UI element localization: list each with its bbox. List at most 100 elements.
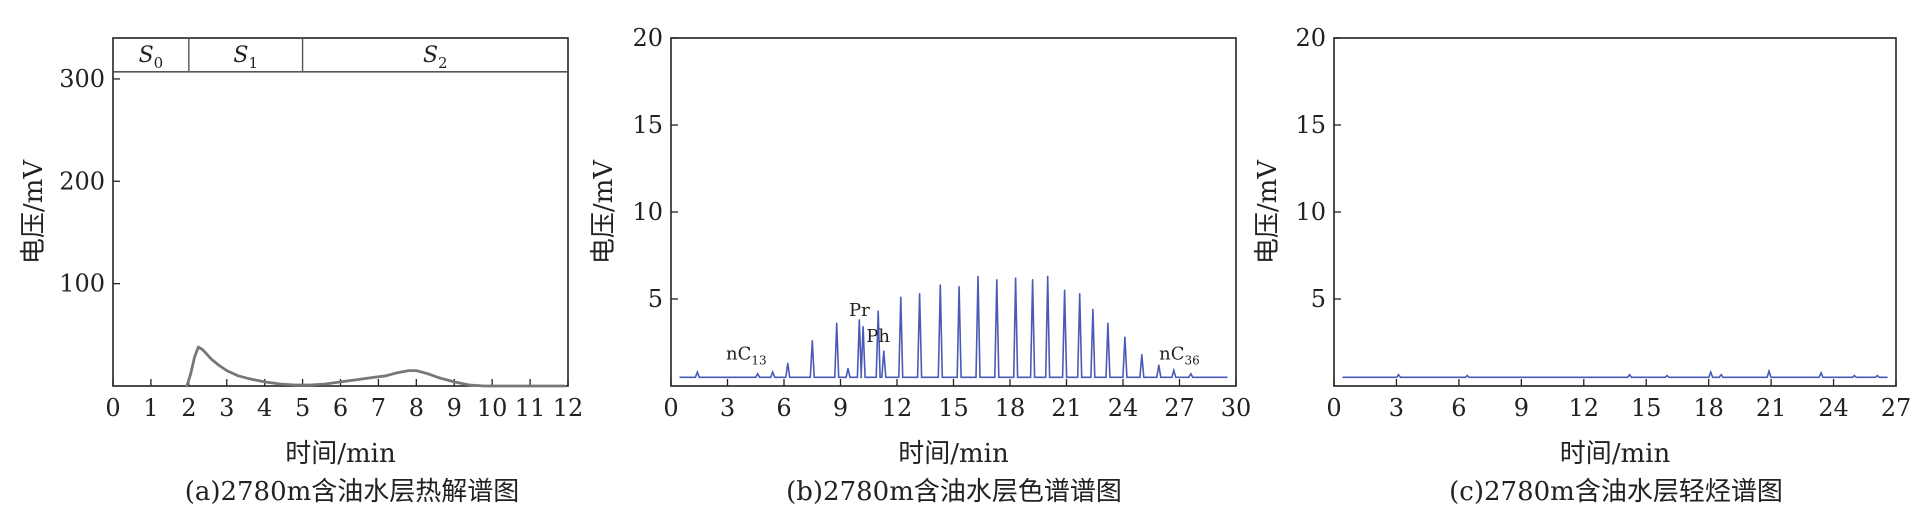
- x-tick-label: 6: [333, 394, 348, 422]
- x-axis-label: 时间/min: [285, 439, 396, 469]
- y-tick-label: 5: [1311, 285, 1326, 313]
- plot-frame: [1333, 37, 1897, 387]
- peak-point: [1876, 374, 1879, 377]
- x-tick-label: 12: [553, 394, 584, 422]
- segment-label-S1: S1: [233, 43, 258, 72]
- peak-point: [939, 284, 942, 286]
- x-tick-label: 9: [833, 394, 848, 422]
- peak-point: [1397, 373, 1400, 376]
- x-tick-label: 30: [1221, 394, 1252, 422]
- y-tick-label: 10: [632, 198, 663, 226]
- peak-point: [1107, 322, 1109, 325]
- peak-point: [1768, 370, 1770, 373]
- x-tick-label: 7: [371, 394, 386, 422]
- x-tick-label: 6: [776, 394, 791, 422]
- x-tick-label: 21: [1051, 394, 1082, 422]
- x-tick-label: 15: [1631, 394, 1662, 422]
- x-tick-label: 12: [1569, 394, 1600, 422]
- peak-point: [1666, 374, 1668, 377]
- x-tick-label: 0: [663, 394, 678, 422]
- y-tick-label: 15: [1295, 111, 1326, 139]
- peak-point: [1078, 292, 1081, 295]
- segment-label-S0: S0: [139, 43, 164, 72]
- x-tick-label: 11: [515, 394, 546, 422]
- peak-point: [1820, 372, 1822, 374]
- peak-point: [918, 292, 921, 295]
- x-tick-label: 8: [409, 394, 424, 422]
- peak-point: [696, 371, 699, 373]
- y-axis-label: 电压/mV: [19, 159, 49, 264]
- peak-annotation: Pr: [849, 300, 870, 321]
- x-tick-label: 2: [181, 394, 196, 422]
- y-tick-label: 300: [59, 65, 105, 93]
- x-tick-label: 21: [1756, 394, 1787, 422]
- segment-label-S2: S2: [423, 43, 448, 72]
- peak-point: [771, 371, 774, 373]
- y-tick-label: 20: [632, 24, 663, 52]
- x-tick-label: 3: [1389, 394, 1404, 422]
- peak-point: [862, 326, 864, 328]
- peak-point: [835, 322, 838, 325]
- chart-caption: (a)2780m含油水层热解谱图: [185, 477, 520, 507]
- x-tick-label: 1: [143, 394, 158, 422]
- peak-point: [996, 279, 998, 281]
- peak-point: [1709, 371, 1712, 373]
- peak-annotation: Ph: [866, 326, 890, 347]
- x-tick-label: 4: [257, 394, 272, 422]
- peak-point: [1720, 373, 1722, 376]
- peak-point: [1173, 369, 1175, 372]
- y-axis-label: 电压/mV: [1253, 159, 1283, 264]
- y-tick-label: 20: [1295, 24, 1326, 52]
- x-tick-label: 5: [295, 394, 310, 422]
- peak-point: [811, 339, 814, 342]
- x-tick-label: 18: [995, 394, 1026, 422]
- x-tick-label: 24: [1108, 394, 1139, 422]
- peak-point: [1031, 279, 1034, 281]
- x-tick-label: 12: [882, 394, 913, 422]
- x-tick-label: 0: [1326, 394, 1341, 422]
- x-tick-label: 18: [1693, 394, 1724, 422]
- peak-point: [756, 373, 759, 375]
- y-axis-label: 电压/mV: [589, 159, 619, 264]
- peak-point: [786, 362, 789, 365]
- x-tick-label: 10: [477, 394, 508, 422]
- chart-panel-c: 0 3 6 9 12 15 18 21 24 27 5 10 15 20 时间/min 电压/mV (c)278…: [1253, 24, 1911, 507]
- peak-point: [899, 296, 902, 299]
- x-axis-label: 时间/min: [1560, 439, 1671, 469]
- y-tick-label: 100: [59, 270, 105, 298]
- peak-annotation: nC13: [726, 343, 767, 367]
- peak-point: [877, 310, 879, 312]
- peak-point: [858, 319, 861, 321]
- chart-caption: (c)2780m含油水层轻烃谱图: [1449, 477, 1783, 507]
- chart-panel-b: 0 3 6 9 12 15 18 21 24 27 30 5 10 15 20 时间/min 电压/mV (b)2…: [589, 24, 1251, 507]
- chart-panel-a: 0 1 2 3 4 5 6 7 8 9 10 11 12100200300时间/min电压/mV(a)2…: [19, 37, 584, 507]
- peak-point: [1190, 373, 1192, 375]
- peak-point: [1014, 277, 1017, 279]
- chart-caption: (b)2780m含油水层色谱谱图: [786, 477, 1122, 507]
- peak-point: [958, 286, 960, 288]
- x-tick-label: 6: [1451, 394, 1466, 422]
- x-tick-label: 0: [105, 394, 120, 422]
- peak-point: [847, 367, 849, 370]
- x-tick-label: 3: [720, 394, 735, 422]
- peak-point: [883, 350, 885, 353]
- chromatogram-trace: [1342, 368, 1888, 379]
- peak-annotation: nC36: [1159, 343, 1200, 367]
- peak-point: [1628, 373, 1631, 376]
- y-tick-label: 200: [59, 167, 105, 195]
- x-tick-label: 27: [1881, 394, 1912, 422]
- peak-point: [1853, 374, 1856, 377]
- y-tick-label: 5: [648, 285, 663, 313]
- y-tick-label: 15: [632, 111, 663, 139]
- peak-point: [977, 275, 979, 278]
- peak-point: [1141, 353, 1143, 356]
- peak-point: [1063, 289, 1066, 292]
- x-tick-label: 3: [219, 394, 234, 422]
- y-tick-label: 10: [1295, 198, 1326, 226]
- x-tick-label: 9: [1514, 394, 1529, 422]
- x-tick-label: 24: [1818, 394, 1849, 422]
- data-series-line: [185, 345, 566, 388]
- x-axis-label: 时间/min: [898, 439, 1009, 469]
- x-tick-label: 9: [447, 394, 462, 422]
